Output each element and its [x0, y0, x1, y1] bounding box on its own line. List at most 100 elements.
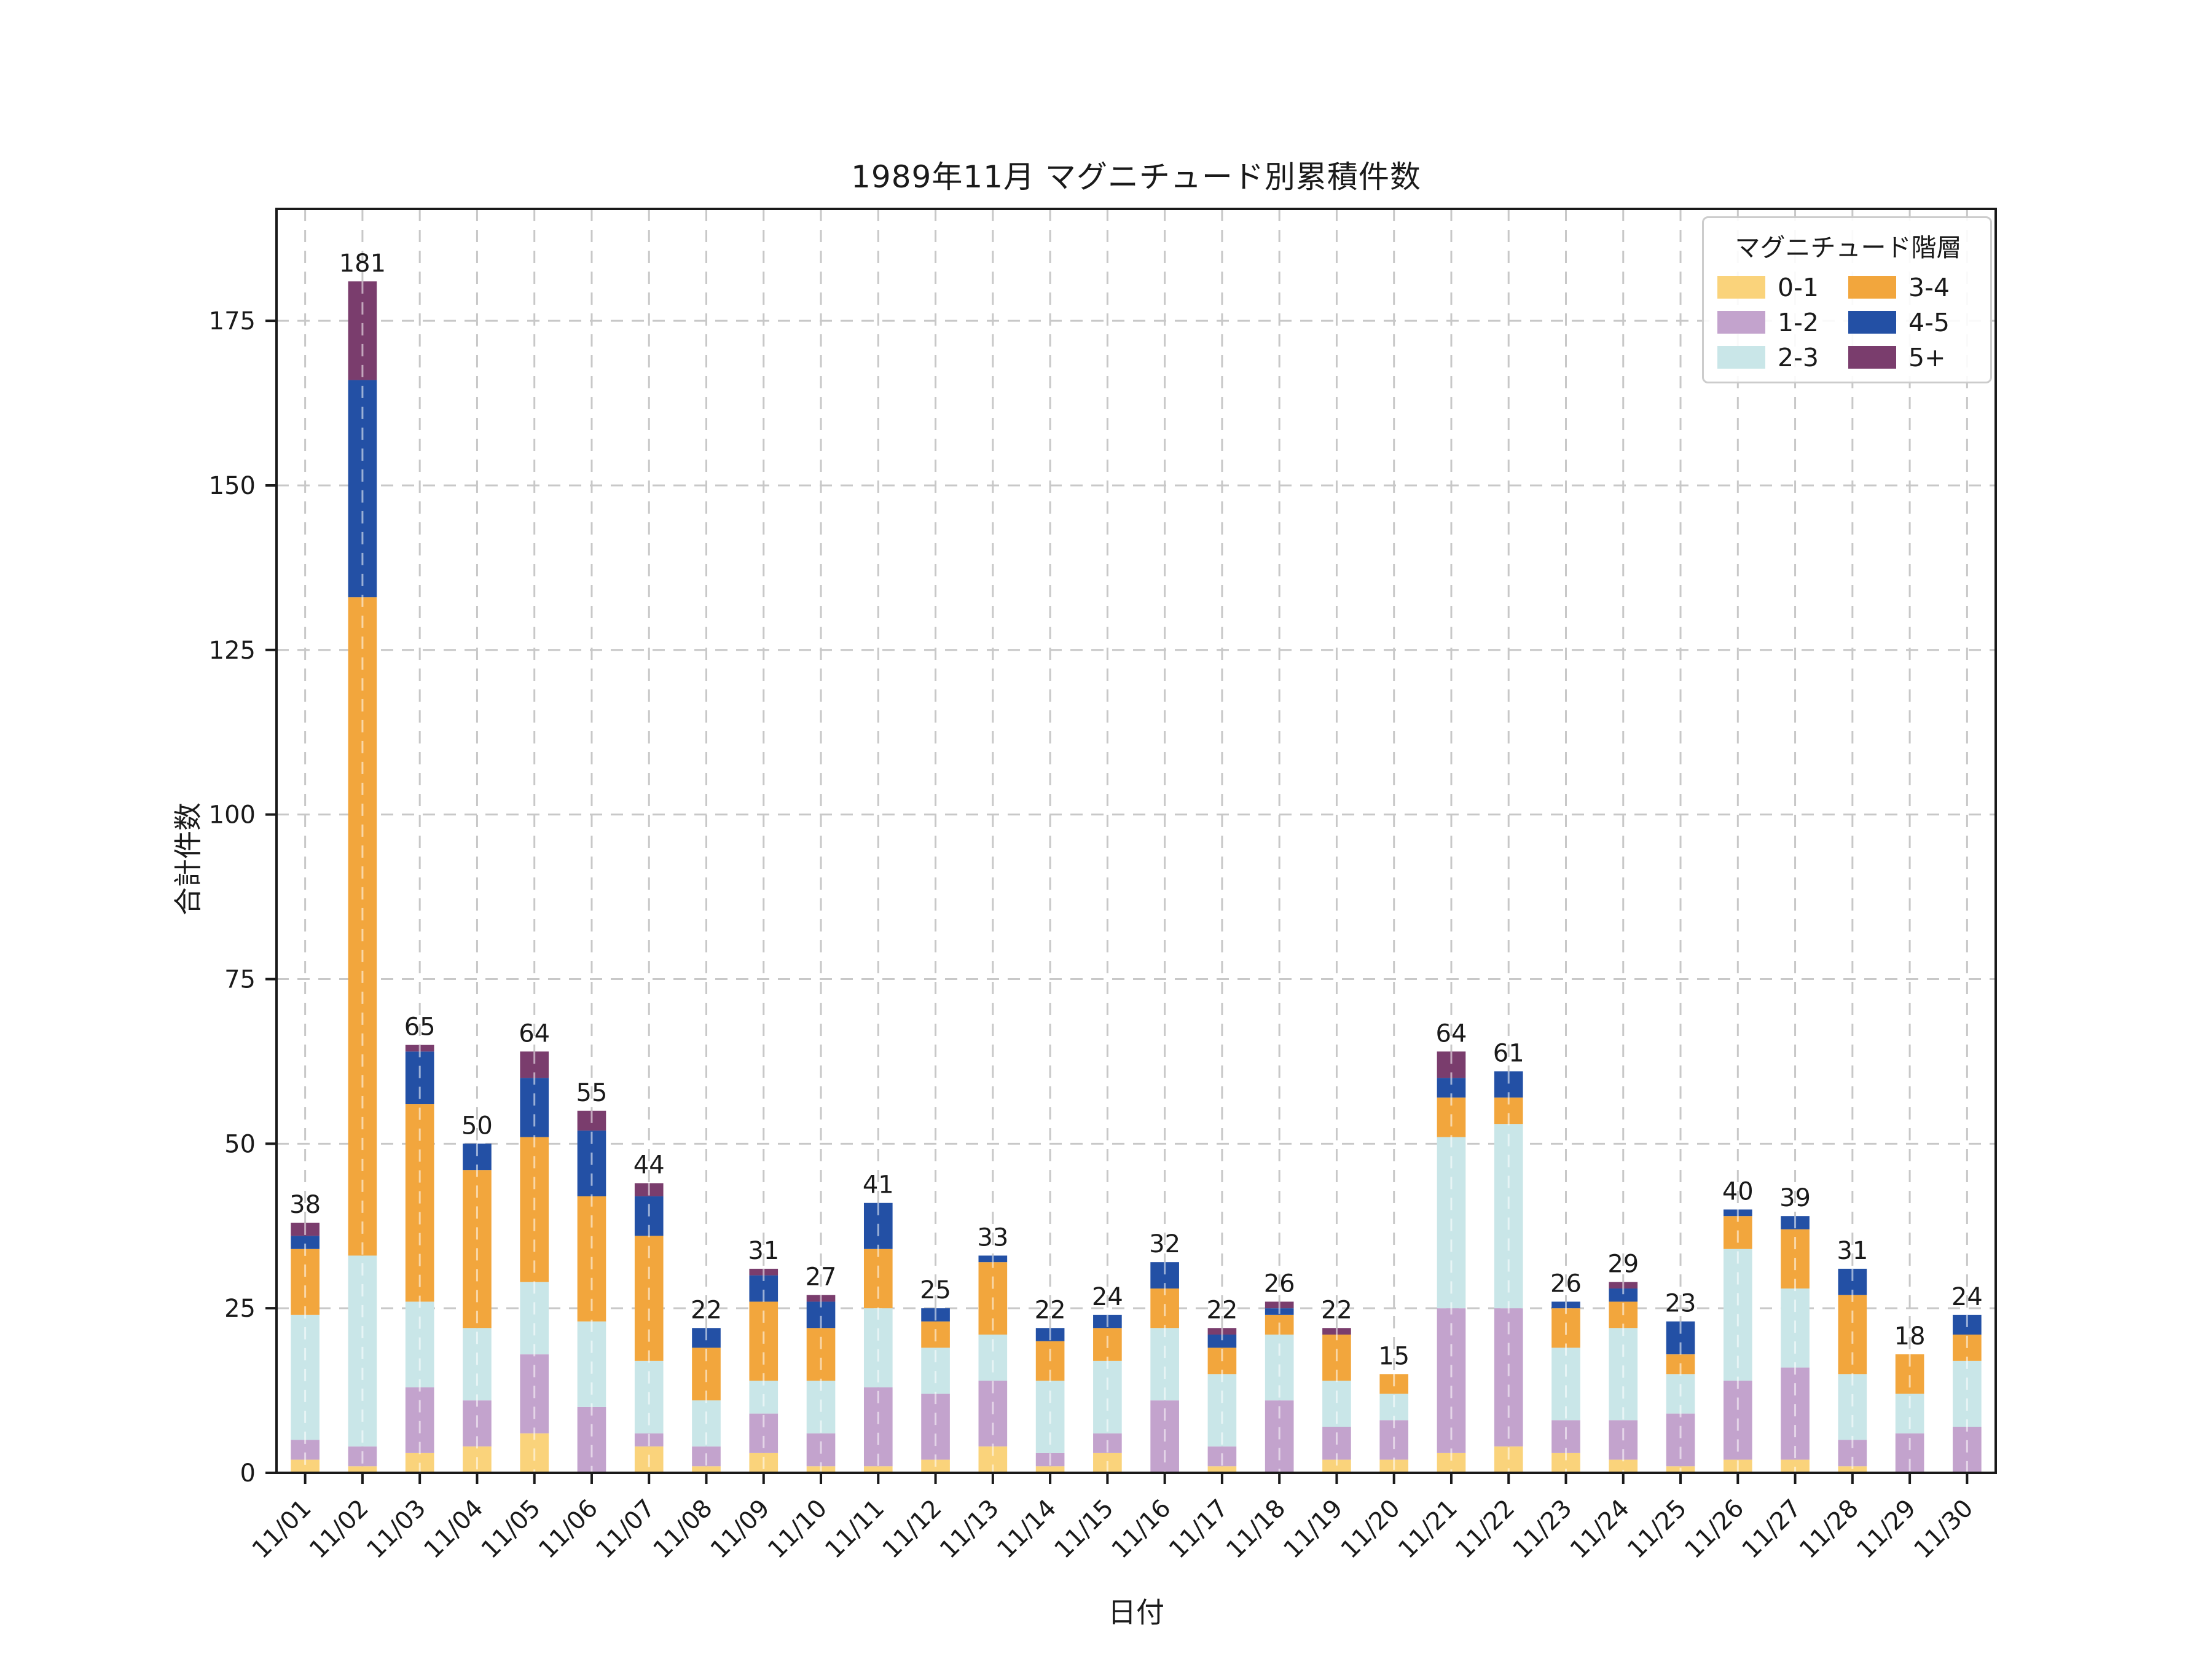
x-tick-label: 11/16 — [1107, 1494, 1177, 1564]
bar-total-label: 24 — [1951, 1283, 1983, 1311]
bar-segment-1-2 — [921, 1394, 950, 1460]
bar-total-label: 50 — [461, 1112, 493, 1140]
bar-segment-2-3 — [520, 1282, 549, 1355]
bar-total-label: 15 — [1378, 1342, 1410, 1370]
y-tick-label: 75 — [224, 965, 256, 994]
bar-total-label: 38 — [289, 1191, 321, 1219]
x-tick-label: 11/07 — [590, 1494, 661, 1564]
x-tick-label: 11/19 — [1278, 1494, 1348, 1564]
bar-segment-4-5 — [291, 1236, 320, 1249]
legend-label: 2-3 — [1778, 342, 1819, 372]
x-tick-label: 11/03 — [361, 1494, 431, 1564]
legend-swatch-3-4 — [1848, 276, 1896, 299]
x-tick-label: 11/08 — [648, 1494, 718, 1564]
bar-total-label: 26 — [1264, 1269, 1295, 1298]
x-tick-label: 11/01 — [247, 1494, 317, 1564]
bar-total-label: 22 — [691, 1296, 722, 1324]
bar-total-label: 61 — [1493, 1039, 1524, 1067]
bar-segment-0-1 — [1322, 1459, 1351, 1473]
bar-total-label: 65 — [404, 1013, 436, 1041]
bar-segment-0-1 — [1609, 1459, 1638, 1473]
bar-total-label: 55 — [576, 1079, 608, 1107]
x-tick-label: 11/02 — [304, 1494, 374, 1564]
bar-total-label: 27 — [806, 1263, 837, 1292]
x-tick-label: 11/24 — [1565, 1494, 1635, 1564]
x-tick-label: 11/12 — [877, 1494, 947, 1564]
x-tick-label: 11/06 — [533, 1494, 603, 1564]
bar-total-label: 31 — [1837, 1237, 1868, 1265]
y-tick-label: 175 — [209, 307, 256, 335]
y-tick-label: 100 — [209, 801, 256, 830]
bar-total-label: 41 — [863, 1171, 894, 1199]
bar-total-label: 22 — [1321, 1296, 1352, 1324]
bar-total-label: 64 — [519, 1019, 550, 1048]
bar-segment-0-1 — [863, 1466, 893, 1473]
x-tick-label: 11/04 — [418, 1494, 488, 1564]
legend-item-3-4: 3-4 — [1848, 270, 1979, 305]
legend-swatch-0-1 — [1717, 276, 1765, 299]
x-tick-label: 11/14 — [992, 1494, 1062, 1564]
legend-label: 1-2 — [1778, 307, 1819, 337]
legend: マグニチュード階層 0-1 1-2 2-3 3-4 4-5 5+ — [1702, 216, 1992, 383]
x-tick-label: 11/26 — [1679, 1494, 1749, 1564]
bar-total-label: 32 — [1149, 1230, 1180, 1258]
x-tick-label: 11/28 — [1794, 1494, 1864, 1564]
x-tick-label: 11/11 — [820, 1494, 890, 1564]
legend-column: 0-1 1-2 2-3 — [1717, 270, 1848, 375]
bar-segment-2-3 — [1953, 1360, 1982, 1427]
bar-total-label: 22 — [1206, 1296, 1237, 1324]
bar-total-label: 39 — [1779, 1184, 1811, 1212]
bar-total-label: 40 — [1722, 1177, 1754, 1206]
bar-total-label: 31 — [748, 1237, 779, 1265]
legend-column: 3-4 4-5 5+ — [1848, 270, 1979, 375]
x-tick-label: 11/05 — [476, 1494, 546, 1564]
y-tick-label: 125 — [209, 637, 256, 665]
x-tick-label: 11/13 — [935, 1494, 1005, 1564]
bar-total-label: 26 — [1550, 1269, 1582, 1298]
y-tick-label: 25 — [224, 1295, 256, 1323]
bar-total-label: 25 — [920, 1276, 951, 1304]
bar-segment-0-1 — [1781, 1459, 1810, 1473]
bar-segment-0-1 — [348, 1466, 377, 1473]
x-tick-label: 11/23 — [1508, 1494, 1578, 1564]
legend-label: 0-1 — [1778, 272, 1819, 302]
y-tick-label: 150 — [209, 472, 256, 500]
x-tick-label: 11/15 — [1049, 1494, 1119, 1564]
bar-segment-0-1 — [1035, 1466, 1065, 1473]
bar-segment-4-5 — [1207, 1335, 1237, 1348]
bar-segment-3-4 — [863, 1249, 893, 1309]
bar-total-label: 29 — [1607, 1250, 1639, 1278]
bar-segment-3-4 — [291, 1249, 320, 1315]
x-tick-label: 11/18 — [1221, 1494, 1291, 1564]
x-tick-label: 11/27 — [1737, 1494, 1807, 1564]
chart-title: 1989年11月 マグニチュード別累積件数 — [851, 159, 1421, 195]
legend-label: 3-4 — [1908, 272, 1950, 302]
bar-total-label: 64 — [1436, 1019, 1467, 1048]
legend-item-4-5: 4-5 — [1848, 305, 1979, 340]
x-tick-label: 11/20 — [1336, 1494, 1406, 1564]
x-tick-label: 11/25 — [1622, 1494, 1692, 1564]
bar-segment-1-2 — [577, 1406, 606, 1473]
axes-spines — [275, 208, 1997, 1474]
bar-segment-0-1 — [692, 1466, 721, 1473]
legend-entries: 0-1 1-2 2-3 3-4 4-5 5+ — [1717, 270, 1979, 375]
bar-total-label: 23 — [1665, 1290, 1696, 1318]
x-tick-label: 11/22 — [1450, 1494, 1520, 1564]
bar-segment-4-5 — [1609, 1288, 1638, 1302]
legend-item-1-2: 1-2 — [1717, 305, 1848, 340]
bar-segment-3-4 — [348, 597, 377, 1256]
bar-segment-4-5 — [520, 1078, 549, 1137]
bar-total-label: 181 — [339, 249, 386, 278]
x-tick-label: 11/30 — [1908, 1494, 1979, 1564]
legend-label: 5+ — [1908, 342, 1946, 372]
legend-swatch-1-2 — [1717, 311, 1765, 334]
bar-total-label: 18 — [1894, 1322, 1926, 1351]
x-tick-label: 11/17 — [1164, 1494, 1234, 1564]
legend-label: 4-5 — [1908, 307, 1950, 337]
x-tick-label: 11/21 — [1393, 1494, 1463, 1564]
legend-swatch-4-5 — [1848, 311, 1896, 334]
x-axis-label: 日付 — [1108, 1596, 1164, 1629]
bar-total-label: 33 — [977, 1223, 1008, 1252]
legend-item-0-1: 0-1 — [1717, 270, 1848, 305]
